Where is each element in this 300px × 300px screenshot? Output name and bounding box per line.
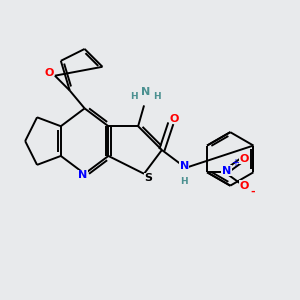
Text: -: - — [250, 187, 255, 196]
Text: +: + — [231, 158, 239, 168]
Text: S: S — [145, 173, 152, 183]
Text: O: O — [239, 181, 249, 191]
Text: N: N — [79, 170, 88, 180]
Text: O: O — [44, 68, 54, 78]
Text: H: H — [130, 92, 137, 101]
Text: N: N — [180, 161, 189, 171]
Text: N: N — [222, 166, 231, 176]
Text: H: H — [154, 92, 161, 101]
Text: N: N — [141, 87, 150, 97]
Text: O: O — [169, 114, 178, 124]
Text: H: H — [180, 177, 188, 186]
Text: O: O — [239, 154, 249, 164]
